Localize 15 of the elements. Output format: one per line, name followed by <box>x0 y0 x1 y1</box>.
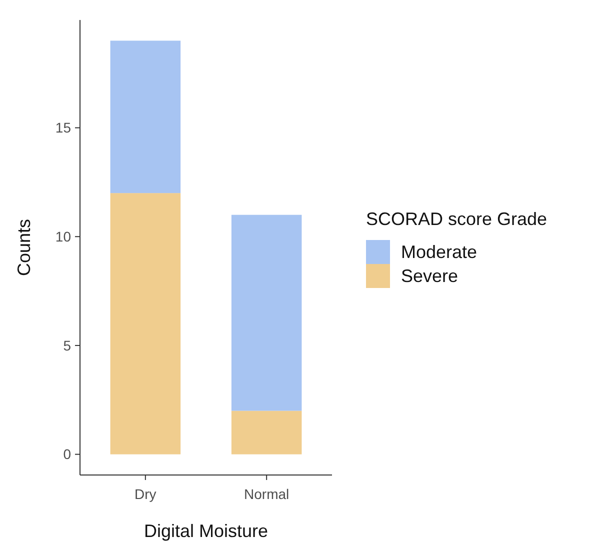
bar <box>110 40 181 194</box>
x-tick-label: Dry <box>134 486 156 502</box>
x-axis-title: Digital Moisture <box>144 521 268 541</box>
y-tick-label: 15 <box>55 120 72 136</box>
bar <box>231 214 302 411</box>
legend-label: Severe <box>401 266 458 286</box>
y-tick-label: 5 <box>63 337 72 354</box>
y-axis-title: Counts <box>14 218 34 276</box>
y-tick-label: 0 <box>63 446 72 462</box>
y-tick-label: 10 <box>55 228 72 245</box>
bar <box>110 193 181 454</box>
bar <box>231 410 302 454</box>
x-tick-label: Normal <box>244 486 290 502</box>
legend-title: SCORAD score Grade <box>366 209 548 229</box>
legend-label: Moderate <box>401 242 478 262</box>
